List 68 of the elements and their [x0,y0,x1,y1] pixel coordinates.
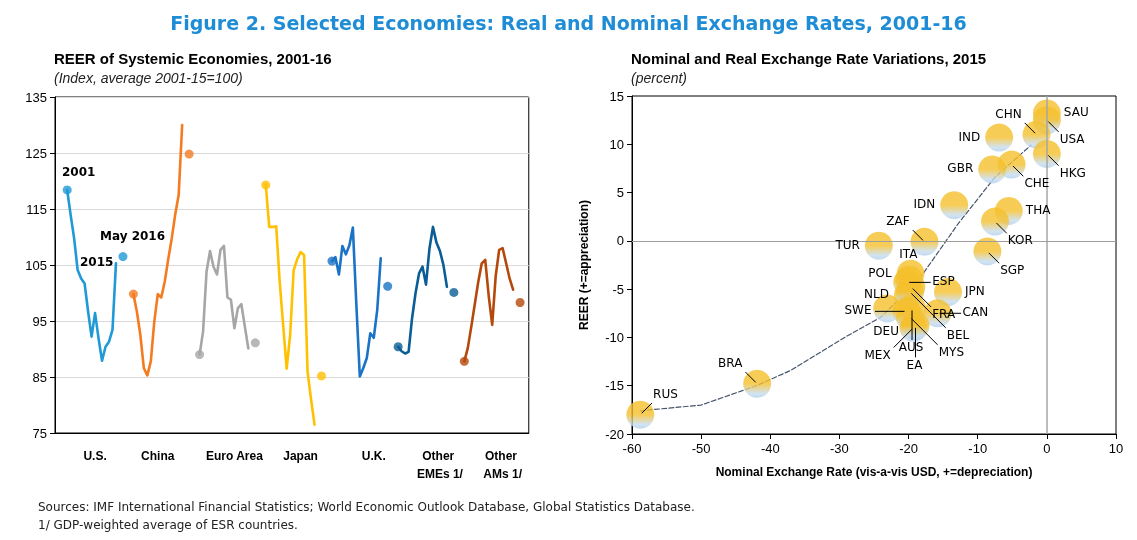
y-tick-label: 125 [25,145,47,161]
y-tick-label: 0 [616,233,624,249]
annotation: HKG [1059,165,1086,180]
annotation: IND [958,129,981,144]
annotation: USA [1059,131,1086,146]
x-tick-label: -20 [899,441,918,456]
annotation: EA [906,357,924,372]
x-tick-label: 10 [1108,441,1124,456]
y-tick-label: 85 [32,369,47,385]
annotation: BRA [718,355,744,370]
x-tick-label: Other EMEs 1/ [416,449,464,481]
chart-subtitle: (percent) [631,70,688,86]
annotation: 2015 [80,255,114,269]
y-axis-title: REER (+=appreciation) [577,199,591,331]
y-tick-label: 75 [32,425,47,441]
annotation: MYS [938,344,965,359]
annotation: BEL [946,327,970,342]
x-tick-label: 0 [1043,441,1051,456]
caption: Figure 2. Selected Economies: Real and Nominal Exchange Rates, 2001-16 [169,12,968,34]
x-axis-title: Nominal Exchange Rate (vis-a-vis USD, +=depreciation) [715,465,1033,479]
y-tick-label: 135 [25,89,47,105]
annotation: KOR [1007,233,1033,248]
x-tick-label: U.K. [361,449,386,463]
annotation: RUS [653,386,678,401]
annotation: CAN [962,305,989,320]
y-tick-label: -5 [612,281,624,297]
source-note: Sources: IMF International Financial Statistics; World Economic Outlook Database, Global Statistics Database. [38,500,695,514]
annotation: May 2016 [100,229,166,243]
annotation: GBR [947,161,974,176]
annotation: TUR [834,237,860,252]
annotation: DEU [873,324,899,339]
annotation: POL [868,265,892,280]
x-tick-label: China [141,449,175,463]
y-tick-label: 105 [25,257,47,273]
annotation: IDN [913,197,936,212]
y-tick-label: 15 [609,88,624,104]
x-tick-label: -10 [968,441,988,456]
annotation: ZAF [886,214,910,229]
y-tick-label: -10 [605,329,624,345]
chart-subtitle: (Index, average 2001-15=100) [54,70,243,86]
x-tick-label: Japan [283,449,318,463]
y-tick-label: 10 [609,136,624,152]
annotation: SGP [1000,263,1025,278]
y-tick-label: -20 [605,426,624,442]
x-tick-label: U.S. [83,449,107,463]
x-tick-label: Other AMs 1/ [483,449,523,481]
annotation: SWE [844,303,872,318]
y-tick-label: 115 [26,201,47,217]
chart-title: REER of Systemic Economies, 2001-16 [54,50,332,67]
annotation: NLD [863,286,889,301]
x-tick-label: -30 [830,441,849,456]
x-tick-label: -40 [760,441,780,456]
annotation: THA [1024,202,1052,217]
annotation: ITA [899,247,919,262]
annotation: SAU [1063,105,1089,120]
text: 1/ GDP-weighted average of ESR countries. [38,518,298,532]
x-tick-label: -50 [691,441,711,456]
chart-title: Nominal and Real Exchange Rate Variations, 2015 [631,50,987,67]
y-tick-label: 5 [616,185,624,201]
annotation: 2001 [62,165,96,179]
y-tick-label: -15 [605,378,624,394]
annotation: CHE [1024,176,1050,191]
annotation: MEX [864,347,891,362]
y-tick-label: 95 [32,313,47,329]
x-tick-label: -60 [622,441,642,456]
x-tick-label: Euro Area [205,449,264,463]
annotation: CHN [995,106,1022,121]
annotation: JPN [963,284,985,299]
